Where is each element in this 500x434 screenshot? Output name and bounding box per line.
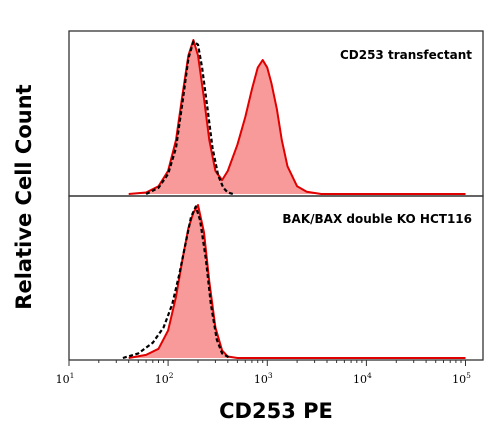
x-axis-ticks: 101 102 103 104 105 [56,360,471,386]
control-histogram-line [145,40,234,196]
panel-label: CD253 transfectant [340,48,472,62]
control-histogram-line [122,205,231,360]
panel-label: BAK/BAX double KO HCT116 [282,212,472,226]
x-tick-label: 103 [254,371,273,386]
sample-histogram-fill [128,40,466,194]
panel-cd253-transfectant: CD253 transfectant [68,30,484,197]
x-tick-label: 102 [155,371,174,386]
panel-bak-bax-double-ko: BAK/BAX double KO HCT116 [68,195,484,361]
panel-plot-area [128,39,466,196]
panel-plot-area [122,204,466,360]
y-axis-label: Relative Cell Count [12,84,36,309]
x-tick-label: 101 [56,371,75,386]
x-tick-label: 104 [353,371,372,386]
x-tick-label: 105 [452,371,471,386]
panel-frame [68,195,484,361]
x-axis-label: CD253 PE [219,399,333,423]
